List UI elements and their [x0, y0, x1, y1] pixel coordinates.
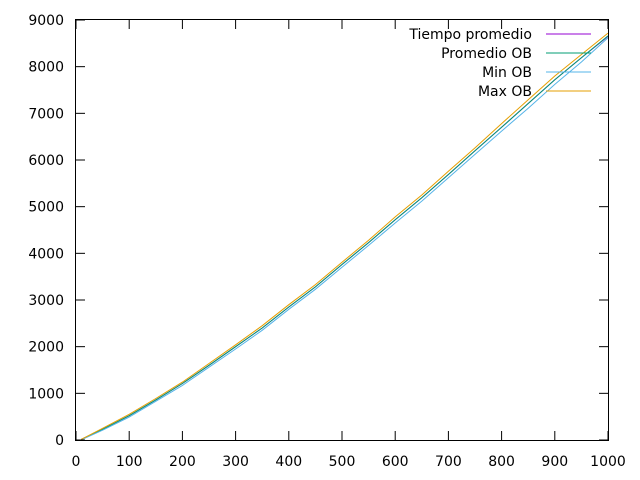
x-tick-label: 100 [116, 454, 143, 470]
y-tick-label: 8000 [28, 60, 64, 76]
series-layer [81, 32, 609, 441]
y-tick-label: 4000 [28, 246, 64, 262]
x-tick-label: 400 [275, 454, 302, 470]
y-tick-label: 5000 [28, 200, 64, 216]
x-tick-label: 1000 [590, 454, 626, 470]
x-tick-label: 800 [488, 454, 515, 470]
plot-frame [75, 19, 609, 441]
y-tick-label: 1000 [28, 386, 64, 402]
legend: Tiempo promedio Promedio OB Min OB Max OB [408, 27, 591, 100]
x-tick-label: 500 [329, 454, 356, 470]
legend-label: Promedio OB [441, 46, 532, 62]
x-tick-label: 200 [169, 454, 196, 470]
y-tick-label: 0 [55, 433, 64, 449]
ticks-layer: 0 100 200 300 400 500 600 700 800 900 1000 0 1000 200… [28, 13, 625, 470]
legend-label: Max OB [478, 84, 532, 100]
y-tick-label: 2000 [28, 340, 64, 356]
legend-label: Min OB [482, 65, 532, 81]
x-tick-label: 600 [382, 454, 409, 470]
x-tick-label: 700 [435, 454, 462, 470]
y-tick-label: 6000 [28, 153, 64, 169]
x-tick-label: 900 [541, 454, 568, 470]
series-line-3 [81, 32, 609, 440]
legend-label: Tiempo promedio [408, 27, 532, 43]
x-tick-label: 0 [72, 454, 81, 470]
series-line-1 [81, 35, 609, 440]
x-tick-label: 300 [222, 454, 249, 470]
y-tick-label: 9000 [28, 13, 64, 29]
series-line-2 [81, 37, 609, 441]
y-tick-label: 3000 [28, 293, 64, 309]
y-tick-label: 7000 [28, 106, 64, 122]
